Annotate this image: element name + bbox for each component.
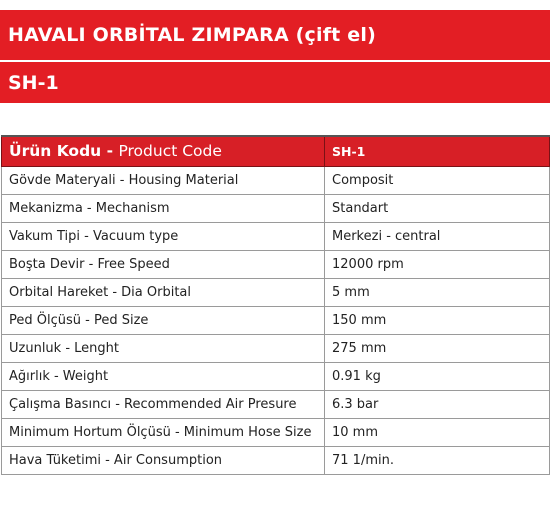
spec-row: Vakum Tipi - Vacuum type Merkezi - centra… — [1, 221, 550, 251]
spec-label: Çalışma Basıncı - Recommended Air Presur… — [1, 389, 325, 419]
spec-value: 71 1/min. — [324, 445, 550, 475]
spec-table: Ürün Kodu - Product Code SH-1 Gövde Mate… — [1, 135, 550, 475]
spec-value: 275 mm — [324, 333, 550, 363]
spec-label: Boşta Devir - Free Speed — [1, 249, 325, 279]
spec-row: Boşta Devir - Free Speed 12000 rpm — [1, 249, 550, 279]
spec-row: Uzunluk - Lenght 275 mm — [1, 333, 550, 363]
product-code-label: Ürün Kodu - Product Code — [1, 135, 325, 167]
spec-value: 10 mm — [324, 417, 550, 447]
spec-label: Gövde Materyali - Housing Material — [1, 165, 325, 195]
product-title: HAVALI ORBİTAL ZIMPARA (çift el) — [8, 24, 376, 46]
product-code-label-en: Product Code — [118, 142, 222, 161]
spec-row: Ağırlık - Weight 0.91 kg — [1, 361, 550, 391]
spec-row: Hava Tüketimi - Air Consumption 71 1/min. — [1, 445, 550, 475]
spec-label: Uzunluk - Lenght — [1, 333, 325, 363]
spec-value: 150 mm — [324, 305, 550, 335]
spec-value: 6.3 bar — [324, 389, 550, 419]
spec-label: Ped Ölçüsü - Ped Size — [1, 305, 325, 335]
spec-label: Orbital Hareket - Dia Orbital — [1, 277, 325, 307]
product-title-banner: HAVALI ORBİTAL ZIMPARA (çift el) — [0, 10, 550, 60]
spec-value: Standart — [324, 193, 550, 223]
spec-value: Composit — [324, 165, 550, 195]
spec-row: Minimum Hortum Ölçüsü - Minimum Hose Siz… — [1, 417, 550, 447]
product-model-banner: SH-1 — [0, 62, 550, 103]
spec-row: Mekanizma - Mechanism Standart — [1, 193, 550, 223]
spec-label: Vakum Tipi - Vacuum type — [1, 221, 325, 251]
product-code-label-tr: Ürün Kodu - — [9, 142, 119, 161]
spec-row: Ped Ölçüsü - Ped Size 150 mm — [1, 305, 550, 335]
spec-label: Mekanizma - Mechanism — [1, 193, 325, 223]
spec-value: Merkezi - central — [324, 221, 550, 251]
spec-value: 0.91 kg — [324, 361, 550, 391]
spec-value: 12000 rpm — [324, 249, 550, 279]
spec-row: Orbital Hareket - Dia Orbital 5 mm — [1, 277, 550, 307]
spec-value: 5 mm — [324, 277, 550, 307]
spec-table-header-row: Ürün Kodu - Product Code SH-1 — [1, 135, 550, 167]
product-code-value: SH-1 — [324, 135, 550, 167]
spec-row: Gövde Materyali - Housing Material Compos… — [1, 165, 550, 195]
spec-label: Minimum Hortum Ölçüsü - Minimum Hose Siz… — [1, 417, 325, 447]
spec-label: Hava Tüketimi - Air Consumption — [1, 445, 325, 475]
spec-row: Çalışma Basıncı - Recommended Air Presur… — [1, 389, 550, 419]
spec-label: Ağırlık - Weight — [1, 361, 325, 391]
product-model: SH-1 — [8, 71, 59, 94]
